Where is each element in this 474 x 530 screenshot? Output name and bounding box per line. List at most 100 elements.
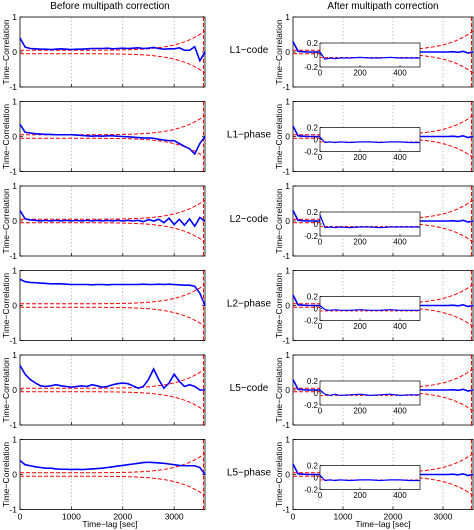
inset-y-tick-label: 0.2 <box>307 462 319 471</box>
inset-2: -0.200.20 200 400 <box>304 124 421 162</box>
x-tick-label: 2000 <box>384 512 403 522</box>
inset-y-tick-label: -0.2 <box>304 401 318 410</box>
series-line-before <box>19 37 206 63</box>
confidence-bound-upper <box>20 453 206 474</box>
y-tick-label: 0 <box>285 132 290 142</box>
axes-box <box>19 354 206 426</box>
inset-y-tick-label: 0.2 <box>307 124 319 133</box>
y-axis-label-left: Time−Correlation <box>1 19 11 84</box>
inset-box <box>319 465 421 490</box>
inset-x-tick-label: 200 <box>353 69 367 78</box>
confidence-bound-upper <box>20 30 206 51</box>
inset-series-line <box>319 474 420 482</box>
y-tick-label: 1 <box>285 266 290 276</box>
inset-x-tick-label: 400 <box>393 491 407 500</box>
inset-box <box>319 380 421 406</box>
y-tick-label: 1 <box>285 181 290 191</box>
inset-x-tick-label: 200 <box>353 322 367 331</box>
inset-x-tick-label: 400 <box>393 407 407 416</box>
inset-y-tick-label: 0 <box>314 220 319 229</box>
y-tick-label: 0 <box>12 216 17 226</box>
series-line-before <box>19 365 205 391</box>
confidence-bound-upper <box>20 368 206 389</box>
inset-series-line <box>319 305 420 311</box>
y-tick-label: 1 <box>12 97 17 107</box>
row-label-5: L5−code <box>230 383 269 394</box>
inset-y-tick-label: 0 <box>314 389 319 398</box>
axes-box <box>19 16 206 88</box>
inset-5: -0.200.20 200 400 <box>304 377 421 416</box>
y-axis-label-left: Time−Correlation <box>1 357 11 422</box>
panel-after-5: -101-0.200.20 200 400 <box>282 350 474 430</box>
y-axis-label-left: Time−Correlation <box>1 442 11 507</box>
inset-1: -0.200.20 200 400 <box>304 39 421 78</box>
inset-3: -0.200.20 200 400 <box>304 208 421 247</box>
y-axis-label-left: Time−Correlation <box>1 104 11 169</box>
y-tick-label: -1 <box>282 251 290 261</box>
y-tick-label: 1 <box>12 435 17 445</box>
confidence-bound-lower <box>20 137 206 158</box>
y-axis-label-right: Time−Correlation <box>274 357 284 422</box>
x-tick-label: 3000 <box>165 512 184 522</box>
y-tick-label: 0 <box>12 132 17 142</box>
inset-y-tick-label: -0.2 <box>304 486 318 495</box>
inset-series-line <box>319 389 420 397</box>
inset-y-tick-label: 0.2 <box>307 39 319 48</box>
y-tick-label: -1 <box>282 82 290 92</box>
inset-x-tick-label: 0 <box>318 238 323 247</box>
inset-x-tick-label: 200 <box>353 491 367 500</box>
y-tick-label: 1 <box>12 266 17 276</box>
row-label-2: L1−phase <box>227 130 272 141</box>
y-tick-label: 1 <box>285 350 290 360</box>
series-line-before <box>19 210 206 228</box>
y-tick-label: -1 <box>9 167 17 177</box>
y-tick-label: 0 <box>12 47 17 57</box>
panel-before-2: -1 0 1 <box>9 97 206 177</box>
panel-after-1: -101-0.200.20 200 400 <box>282 12 474 92</box>
confidence-bound-lower <box>20 222 206 243</box>
title-before: Before multipath correction <box>50 1 170 12</box>
inset-x-tick-label: 0 <box>318 153 323 162</box>
inset-x-tick-label: 400 <box>393 322 407 331</box>
y-tick-label: 0 <box>12 385 17 395</box>
y-tick-label: -1 <box>282 167 290 177</box>
y-tick-label: 0 <box>285 385 290 395</box>
panel-after-3: -101-0.200.20 200 400 <box>282 181 474 261</box>
inset-y-tick-label: -0.2 <box>304 232 318 241</box>
y-axis-label-left: Time−Correlation <box>1 273 11 338</box>
inset-x-tick-label: 0 <box>318 322 323 331</box>
panels: -101-101-0.200.20 200 400L1−codeTime−Corre… <box>1 12 474 522</box>
row-label-3: L2−code <box>230 214 269 225</box>
inset-box <box>319 296 421 321</box>
y-tick-label: -1 <box>282 420 290 430</box>
x-tick-label: 0 <box>18 512 23 522</box>
inset-y-tick-label: 0 <box>314 136 319 145</box>
y-tick-label: -1 <box>282 505 290 515</box>
y-axis-label-right: Time−Correlation <box>274 19 284 84</box>
row-label-6: L5−phase <box>227 468 272 479</box>
inset-x-tick-label: 400 <box>393 153 407 162</box>
inset-x-tick-label: 400 <box>393 238 407 247</box>
inset-x-tick-label: 0 <box>318 491 323 500</box>
inset-series-line <box>319 51 420 60</box>
inset-x-tick-label: 0 <box>318 69 323 78</box>
y-tick-label: 0 <box>12 301 17 311</box>
y-tick-label: 0 <box>285 301 290 311</box>
series-line-before <box>19 123 206 156</box>
y-tick-label: 1 <box>285 435 290 445</box>
inset-x-tick-label: 200 <box>353 238 367 247</box>
y-tick-label: -1 <box>9 505 17 515</box>
confidence-bound-upper <box>20 284 206 305</box>
y-tick-label: 0 <box>12 470 17 480</box>
inset-series-line <box>319 136 420 144</box>
panel-before-5: -1 0 1 <box>9 350 206 430</box>
x-tick-label: 3000 <box>434 512 453 522</box>
y-tick-label: 1 <box>12 181 17 191</box>
inset-box <box>319 211 421 237</box>
inset-6: -0.200.20 200 400 <box>304 462 421 500</box>
x-tick-label: 1000 <box>334 512 353 522</box>
y-axis-label-right: Time−Correlation <box>274 188 284 253</box>
inset-x-tick-label: 400 <box>393 69 407 78</box>
inset-y-tick-label: 0 <box>314 474 319 483</box>
inset-box <box>319 127 421 152</box>
